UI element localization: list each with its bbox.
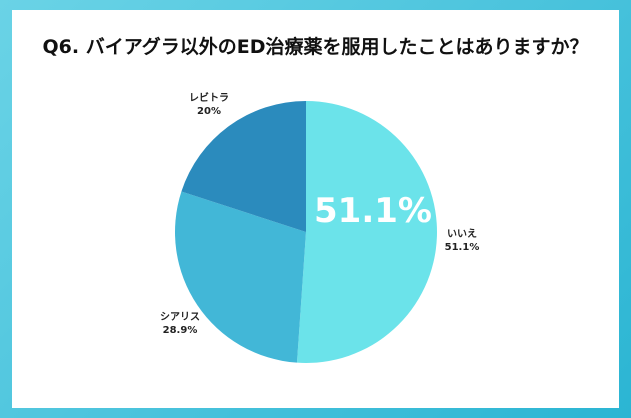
slice-label-2: レビトラ [189,91,229,104]
slice-value-label-1: 28.9% [163,325,198,336]
pie-slice-2 [181,101,306,232]
chart-card: Q6. バイアグラ以外のED治療薬を服用したことはありますか？ 51.1% いい… [12,10,619,408]
pie-slices [174,101,438,363]
slice-label-0: いいえ [447,228,477,240]
pie-chart: 51.1% いいえ 51.1% シアリス 28.9% レビトラ 20% [160,91,479,363]
pie-slice-1 [174,191,306,363]
chart-title: Q6. バイアグラ以外のED治療薬を服用したことはありますか？ [42,36,589,58]
slice-value-label-0: 51.1% [445,242,480,253]
slice-labels: いいえ 51.1% シアリス 28.9% レビトラ 20% [160,91,479,336]
slice-value-label-2: 20% [197,106,221,117]
slice-label-1: シアリス [160,311,200,323]
highlight-value-label: 51.1% [314,191,432,231]
pie-slice-0 [296,101,438,363]
